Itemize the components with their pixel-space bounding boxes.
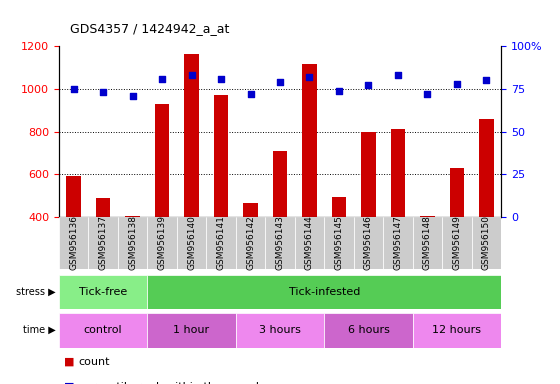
Bar <box>390 129 405 217</box>
Text: GSM956145: GSM956145 <box>334 215 343 270</box>
Text: GDS4357 / 1424942_a_at: GDS4357 / 1424942_a_at <box>70 22 230 35</box>
Text: 3 hours: 3 hours <box>259 325 301 335</box>
Bar <box>66 176 81 217</box>
Text: GSM956148: GSM956148 <box>423 215 432 270</box>
Text: GSM956147: GSM956147 <box>394 215 403 270</box>
Bar <box>243 203 258 217</box>
Bar <box>118 217 147 269</box>
Bar <box>324 217 354 269</box>
Bar <box>88 217 118 269</box>
Bar <box>302 64 317 217</box>
Point <box>187 72 196 78</box>
Text: GSM956143: GSM956143 <box>276 215 284 270</box>
Bar <box>147 275 501 309</box>
Text: GSM956137: GSM956137 <box>99 215 108 270</box>
Bar <box>420 216 435 217</box>
Point <box>157 76 166 82</box>
Text: 12 hours: 12 hours <box>432 325 482 335</box>
Point <box>452 81 461 87</box>
Text: time ▶: time ▶ <box>24 325 56 335</box>
Bar <box>361 131 376 217</box>
Text: GSM956144: GSM956144 <box>305 215 314 270</box>
Text: ■: ■ <box>64 357 75 367</box>
Bar <box>332 197 346 217</box>
Bar <box>295 217 324 269</box>
Point <box>246 91 255 97</box>
Bar <box>479 119 494 217</box>
Point <box>482 77 491 83</box>
Text: GSM956146: GSM956146 <box>364 215 373 270</box>
Point <box>423 91 432 97</box>
Point <box>99 89 108 95</box>
Text: Tick-free: Tick-free <box>79 287 127 297</box>
Bar <box>59 275 147 309</box>
Text: GSM956136: GSM956136 <box>69 215 78 270</box>
Point <box>128 93 137 99</box>
Bar <box>206 217 236 269</box>
Point <box>394 72 403 78</box>
Text: GSM956149: GSM956149 <box>452 215 461 270</box>
Text: count: count <box>78 357 110 367</box>
Bar <box>147 217 177 269</box>
Text: 6 hours: 6 hours <box>348 325 389 335</box>
Bar <box>354 217 383 269</box>
Bar <box>265 217 295 269</box>
Text: percentile rank within the sample: percentile rank within the sample <box>78 382 266 384</box>
Point <box>305 74 314 80</box>
Bar <box>413 217 442 269</box>
Text: control: control <box>84 325 122 335</box>
Point <box>364 82 373 88</box>
Bar <box>450 168 464 217</box>
Point <box>217 76 226 82</box>
Point <box>69 86 78 92</box>
Text: 1 hour: 1 hour <box>174 325 209 335</box>
Bar <box>125 216 140 217</box>
Bar <box>472 217 501 269</box>
Text: GSM956140: GSM956140 <box>187 215 196 270</box>
Bar <box>383 217 413 269</box>
Text: ■: ■ <box>64 382 75 384</box>
Bar <box>213 95 228 217</box>
Bar <box>96 198 110 217</box>
Point <box>334 88 343 94</box>
Bar <box>236 313 324 348</box>
Text: GSM956139: GSM956139 <box>157 215 166 270</box>
Bar <box>177 217 206 269</box>
Bar <box>155 104 169 217</box>
Bar <box>236 217 265 269</box>
Bar <box>59 217 88 269</box>
Bar <box>184 53 199 217</box>
Bar <box>273 151 287 217</box>
Bar <box>442 217 472 269</box>
Bar <box>324 313 413 348</box>
Text: Tick-infested: Tick-infested <box>288 287 360 297</box>
Point <box>276 79 284 85</box>
Text: GSM956138: GSM956138 <box>128 215 137 270</box>
Bar <box>59 313 147 348</box>
Text: stress ▶: stress ▶ <box>16 287 56 297</box>
Bar <box>413 313 501 348</box>
Text: GSM956142: GSM956142 <box>246 215 255 270</box>
Text: GSM956150: GSM956150 <box>482 215 491 270</box>
Bar <box>147 313 236 348</box>
Text: GSM956141: GSM956141 <box>217 215 226 270</box>
